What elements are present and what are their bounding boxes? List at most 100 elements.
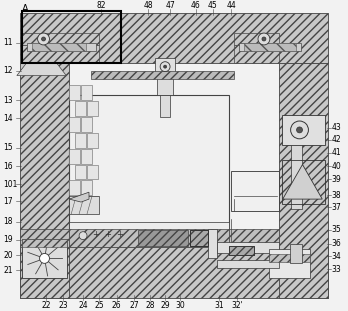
- Circle shape: [296, 127, 302, 133]
- Text: 15: 15: [3, 143, 13, 152]
- Text: 17: 17: [3, 197, 13, 206]
- Text: 35: 35: [331, 225, 341, 234]
- Text: 19: 19: [3, 235, 13, 244]
- Text: +: +: [104, 230, 111, 239]
- Bar: [75, 101, 86, 116]
- Bar: [87, 165, 98, 179]
- Bar: [20, 63, 69, 298]
- Bar: [291, 145, 302, 209]
- Bar: [75, 196, 86, 211]
- Circle shape: [164, 65, 167, 68]
- Bar: [229, 246, 254, 255]
- Bar: [87, 196, 98, 211]
- Circle shape: [262, 37, 266, 41]
- Circle shape: [40, 253, 49, 263]
- Bar: [218, 260, 279, 268]
- Bar: [27, 43, 96, 51]
- Bar: [91, 71, 234, 78]
- Bar: [69, 117, 80, 132]
- Bar: [87, 101, 98, 116]
- Circle shape: [258, 33, 270, 45]
- Bar: [234, 33, 279, 45]
- Bar: [229, 246, 254, 255]
- Circle shape: [291, 121, 308, 139]
- Bar: [139, 230, 188, 246]
- Bar: [279, 63, 328, 298]
- Bar: [190, 230, 208, 246]
- Text: 25: 25: [94, 301, 104, 310]
- Bar: [22, 239, 67, 247]
- Bar: [81, 149, 92, 164]
- Circle shape: [79, 232, 87, 239]
- Bar: [69, 229, 229, 247]
- Bar: [269, 248, 310, 278]
- Text: 42: 42: [331, 135, 341, 144]
- Text: 30: 30: [175, 301, 185, 310]
- Text: 28: 28: [145, 301, 155, 310]
- Text: 13: 13: [3, 96, 13, 105]
- Polygon shape: [17, 63, 66, 76]
- Polygon shape: [283, 165, 322, 199]
- Text: 38: 38: [331, 191, 341, 200]
- Text: 46: 46: [191, 1, 200, 10]
- Text: 23: 23: [58, 301, 68, 310]
- Text: 22: 22: [42, 301, 51, 310]
- Text: 45: 45: [208, 1, 218, 10]
- Text: 34: 34: [331, 252, 341, 261]
- Bar: [239, 43, 301, 51]
- Text: 48: 48: [143, 1, 153, 10]
- Text: 32': 32': [231, 301, 243, 310]
- Text: 21: 21: [3, 266, 13, 275]
- Bar: [20, 45, 99, 63]
- Circle shape: [41, 37, 46, 41]
- Bar: [81, 117, 92, 132]
- Bar: [69, 95, 229, 244]
- Circle shape: [160, 62, 170, 72]
- Bar: [69, 86, 80, 100]
- Bar: [190, 230, 208, 246]
- Text: 24: 24: [78, 301, 88, 310]
- Text: 14: 14: [3, 114, 13, 123]
- Bar: [69, 196, 99, 214]
- Bar: [234, 45, 279, 63]
- Bar: [20, 247, 328, 298]
- Bar: [22, 239, 67, 278]
- Text: 33: 33: [331, 265, 341, 274]
- Text: 12: 12: [3, 66, 13, 75]
- Text: 36: 36: [331, 239, 341, 248]
- Text: 44: 44: [227, 1, 236, 10]
- Text: 26: 26: [112, 301, 121, 310]
- Bar: [282, 115, 325, 145]
- Bar: [75, 165, 86, 179]
- Circle shape: [38, 33, 49, 45]
- Text: 41: 41: [331, 148, 341, 157]
- Text: 31: 31: [215, 301, 224, 310]
- Text: 82: 82: [96, 1, 105, 10]
- Text: 18: 18: [3, 217, 13, 226]
- Bar: [208, 229, 218, 258]
- Bar: [157, 74, 173, 95]
- Bar: [32, 43, 86, 51]
- Bar: [218, 242, 279, 253]
- Bar: [231, 171, 279, 211]
- Text: 39: 39: [331, 175, 341, 184]
- Text: 37: 37: [331, 202, 341, 211]
- Bar: [269, 254, 310, 262]
- Bar: [20, 229, 279, 247]
- Bar: [20, 13, 328, 63]
- Text: 43: 43: [331, 123, 341, 132]
- Text: 20: 20: [3, 251, 13, 260]
- Bar: [20, 33, 99, 45]
- Bar: [69, 149, 80, 164]
- Text: 27: 27: [130, 301, 139, 310]
- Bar: [69, 222, 229, 247]
- Text: 40: 40: [331, 162, 341, 171]
- Bar: [282, 160, 325, 204]
- Text: 47: 47: [165, 1, 175, 10]
- Text: +: +: [116, 230, 123, 239]
- Bar: [155, 58, 175, 76]
- Text: A: A: [22, 4, 29, 14]
- Bar: [81, 86, 92, 100]
- Text: 16: 16: [3, 162, 13, 171]
- Bar: [160, 95, 170, 117]
